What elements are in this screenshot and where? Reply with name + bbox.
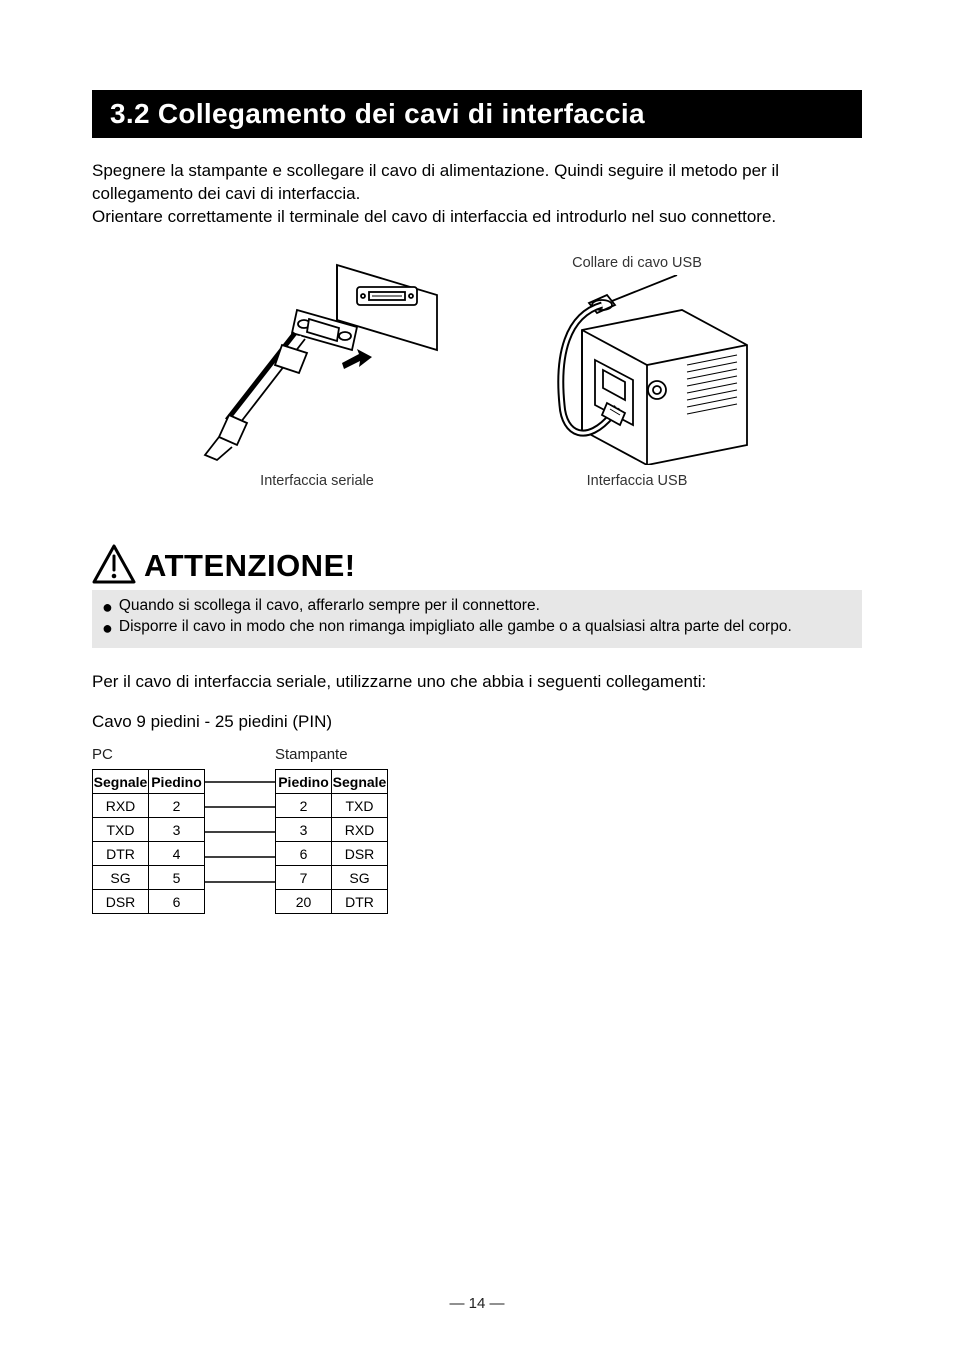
caution-item-text: Quando si scollega il cavo, afferarlo se…	[119, 596, 540, 617]
cell: DTR	[332, 890, 388, 914]
cable-spec: Cavo 9 piedini - 25 piedini (PIN)	[92, 712, 862, 732]
cell: 5	[149, 866, 205, 890]
cell: 20	[276, 890, 332, 914]
pc-pin-table: Segnale Piedino RXD2 TXD3 DTR4 SG5 DSR6	[92, 769, 205, 914]
cell: TXD	[93, 818, 149, 842]
table-row: 6DSR	[276, 842, 388, 866]
cell: DSR	[332, 842, 388, 866]
pc-label: PC	[92, 746, 205, 763]
cell: 4	[149, 842, 205, 866]
figure-serial-caption: Interfaccia seriale	[187, 473, 447, 489]
table-row: 7SG	[276, 866, 388, 890]
warning-icon	[92, 544, 136, 584]
cell: DSR	[93, 890, 149, 914]
table-row: RXD2	[93, 794, 205, 818]
cell: 6	[276, 842, 332, 866]
table-row: 20DTR	[276, 890, 388, 914]
caution-item-text: Disporre il cavo in modo che non rimanga…	[119, 617, 792, 638]
figures-row: Interfaccia seriale Collare di cavo USB	[92, 255, 862, 489]
th-piedino: Piedino	[276, 770, 332, 794]
cell: 2	[149, 794, 205, 818]
serial-cable-note: Per il cavo di interfaccia seriale, util…	[92, 670, 862, 695]
cell: RXD	[93, 794, 149, 818]
bullet-icon: ●	[102, 619, 113, 637]
caution-item: ● Quando si scollega il cavo, afferarlo s…	[102, 596, 852, 617]
table-row: 3RXD	[276, 818, 388, 842]
th-segnale: Segnale	[332, 770, 388, 794]
table-row: DTR4	[93, 842, 205, 866]
cell: SG	[93, 866, 149, 890]
cell: 3	[149, 818, 205, 842]
cell: SG	[332, 866, 388, 890]
figure-usb-top-label: Collare di cavo USB	[507, 255, 767, 271]
table-row: 2TXD	[276, 794, 388, 818]
pin-connectors	[205, 770, 275, 903]
cell: 6	[149, 890, 205, 914]
th-piedino: Piedino	[149, 770, 205, 794]
intro-paragraph: Spegnere la stampante e scollegare il ca…	[92, 160, 862, 229]
section-header: 3.2 Collegamento dei cavi di interfaccia	[92, 90, 862, 138]
th-segnale: Segnale	[93, 770, 149, 794]
figure-usb-caption: Interfaccia USB	[507, 473, 767, 489]
pin-tables-wrap: PC Segnale Piedino RXD2 TXD3 DTR4 SG5 DS…	[92, 746, 862, 914]
table-row: TXD3	[93, 818, 205, 842]
cell: 3	[276, 818, 332, 842]
caution-block: ATTENZIONE! ● Quando si scollega il cavo,…	[92, 544, 862, 648]
caution-body: ● Quando si scollega il cavo, afferarlo s…	[92, 590, 862, 648]
table-row: SG5	[93, 866, 205, 890]
figure-usb: Collare di cavo USB	[507, 255, 767, 489]
serial-cable-icon	[187, 255, 447, 465]
cell: DTR	[93, 842, 149, 866]
printer-table-block: Stampante Piedino Segnale 2TXD 3RXD 6DSR…	[275, 746, 388, 914]
bullet-icon: ●	[102, 598, 113, 616]
cell: 2	[276, 794, 332, 818]
cell: RXD	[332, 818, 388, 842]
cell: 7	[276, 866, 332, 890]
printer-pin-table: Piedino Segnale 2TXD 3RXD 6DSR 7SG 20DTR	[275, 769, 388, 914]
table-row: DSR6	[93, 890, 205, 914]
figure-serial: Interfaccia seriale	[187, 255, 447, 489]
usb-device-icon	[507, 275, 767, 465]
page-number: — 14 —	[0, 1295, 954, 1312]
caution-item: ● Disporre il cavo in modo che non rimang…	[102, 617, 852, 638]
printer-label: Stampante	[275, 746, 388, 763]
caution-title: ATTENZIONE!	[144, 548, 356, 584]
caution-heading: ATTENZIONE!	[92, 544, 862, 584]
pc-table-block: PC Segnale Piedino RXD2 TXD3 DTR4 SG5 DS…	[92, 746, 205, 914]
cell: TXD	[332, 794, 388, 818]
